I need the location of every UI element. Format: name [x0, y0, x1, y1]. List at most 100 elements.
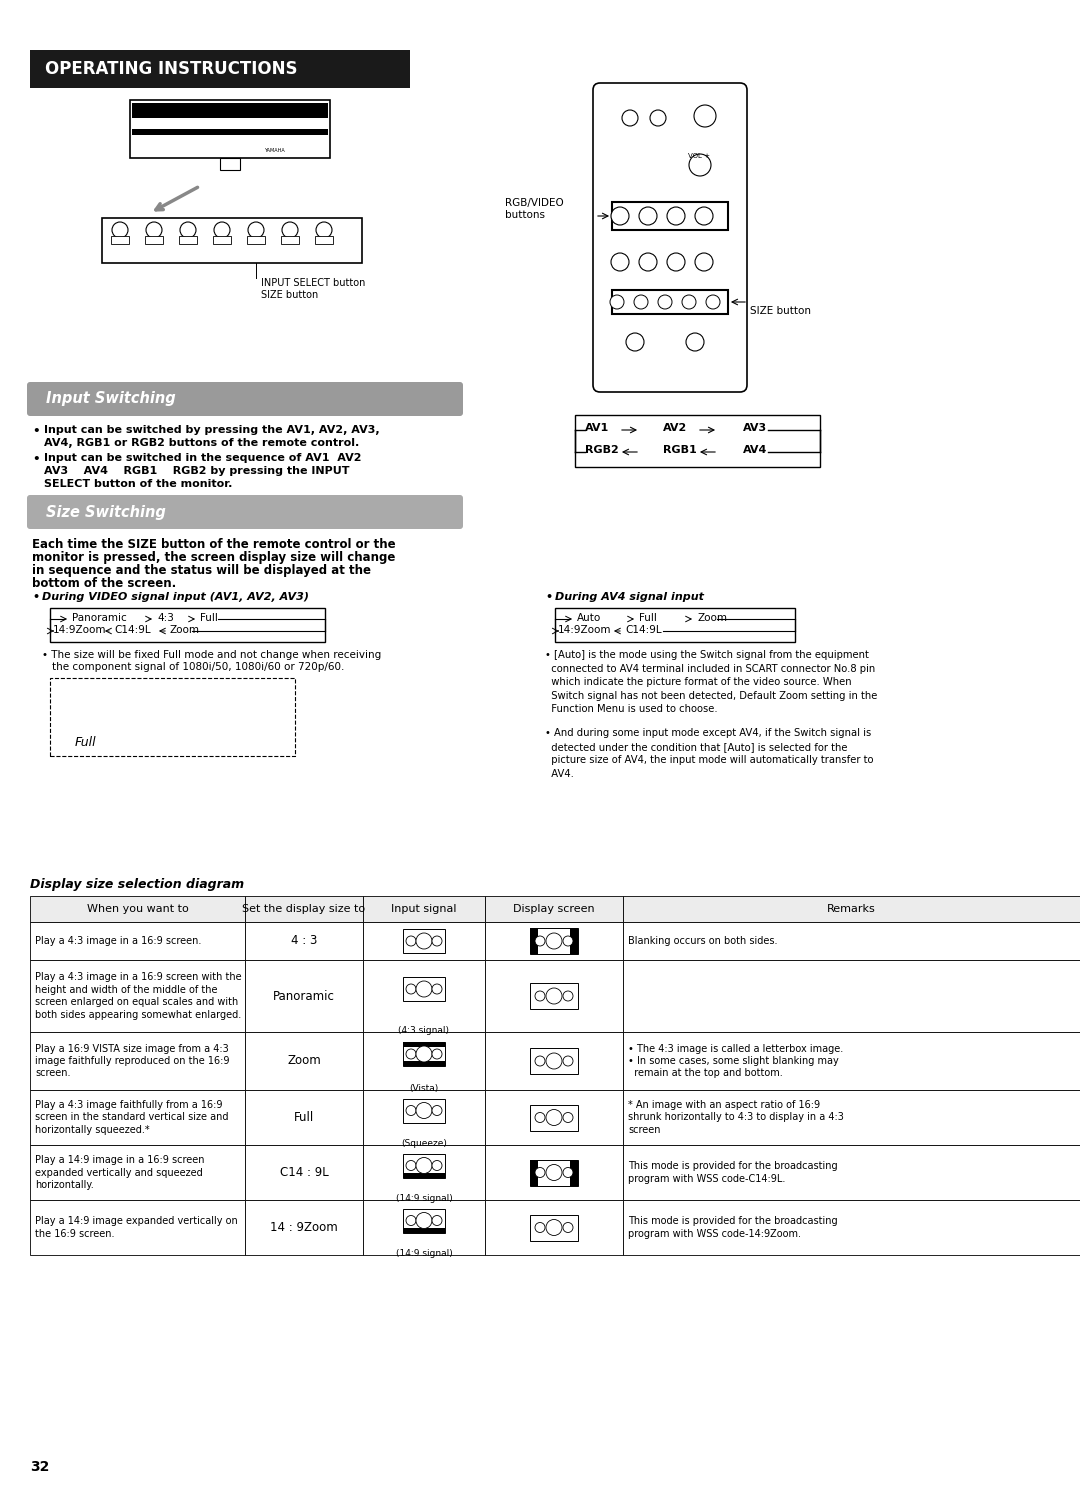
Circle shape — [546, 988, 562, 1004]
Bar — [612, 291, 728, 314]
Bar — [403, 1098, 445, 1122]
Bar — [220, 158, 240, 170]
Bar — [555, 608, 795, 642]
Circle shape — [696, 253, 713, 271]
Circle shape — [611, 207, 629, 225]
Bar — [30, 1091, 245, 1144]
Text: Remarks: Remarks — [827, 904, 876, 913]
Bar — [612, 203, 728, 229]
Circle shape — [180, 222, 195, 238]
Text: RGB2: RGB2 — [585, 446, 619, 454]
Text: Zoom: Zoom — [287, 1055, 321, 1067]
Circle shape — [546, 1165, 562, 1180]
Circle shape — [639, 207, 657, 225]
Text: Play a 14:9 image expanded vertically on
the 16:9 screen.: Play a 14:9 image expanded vertically on… — [35, 1216, 238, 1238]
Bar — [403, 1208, 445, 1232]
Text: monitor is pressed, the screen display size will change: monitor is pressed, the screen display s… — [32, 551, 395, 565]
Text: INPUT SELECT button: INPUT SELECT button — [261, 279, 365, 288]
Text: Full: Full — [294, 1112, 314, 1123]
Circle shape — [432, 1049, 442, 1059]
Text: 4:3: 4:3 — [157, 612, 174, 623]
Text: AV4, RGB1 or RGB2 buttons of the remote control.: AV4, RGB1 or RGB2 buttons of the remote … — [44, 438, 360, 448]
Text: OPERATING INSTRUCTIONS: OPERATING INSTRUCTIONS — [45, 60, 297, 77]
Bar — [485, 1033, 623, 1091]
Bar — [245, 922, 363, 960]
Text: (Squeeze): (Squeeze) — [401, 1138, 447, 1147]
Circle shape — [416, 1213, 432, 1228]
Bar — [30, 1199, 245, 1255]
Bar — [570, 928, 578, 954]
Text: 4 : 3: 4 : 3 — [291, 934, 318, 948]
Bar — [213, 235, 231, 244]
Bar — [245, 960, 363, 1033]
Circle shape — [611, 253, 629, 271]
Bar — [179, 235, 197, 244]
Circle shape — [546, 1053, 562, 1068]
Bar — [130, 100, 330, 158]
Bar — [245, 1033, 363, 1091]
Circle shape — [406, 983, 416, 994]
Circle shape — [432, 936, 442, 946]
Circle shape — [610, 295, 624, 308]
Text: buttons: buttons — [505, 210, 545, 221]
Circle shape — [282, 222, 298, 238]
Text: Full: Full — [639, 612, 657, 623]
Bar — [623, 960, 1080, 1033]
Text: Play a 4:3 image in a 16:9 screen.: Play a 4:3 image in a 16:9 screen. — [35, 936, 201, 946]
Bar — [132, 130, 328, 136]
Bar — [30, 922, 245, 960]
Circle shape — [689, 153, 711, 176]
Circle shape — [112, 222, 129, 238]
Circle shape — [406, 1106, 416, 1116]
Circle shape — [686, 332, 704, 352]
Bar — [530, 1159, 578, 1186]
Bar — [403, 977, 445, 1001]
Text: •: • — [32, 453, 40, 466]
Text: This mode is provided for the broadcasting
program with WSS code-C14:9L.: This mode is provided for the broadcasti… — [627, 1161, 838, 1183]
Bar — [245, 1144, 363, 1199]
Bar — [363, 1033, 485, 1091]
Text: Panoramic: Panoramic — [273, 989, 335, 1003]
Text: • [Auto] is the mode using the Switch signal from the equipment
  connected to A: • [Auto] is the mode using the Switch si… — [545, 650, 877, 714]
Circle shape — [432, 1216, 442, 1225]
Circle shape — [406, 1161, 416, 1171]
Text: Each time the SIZE button of the remote control or the: Each time the SIZE button of the remote … — [32, 538, 395, 551]
Bar — [485, 922, 623, 960]
Circle shape — [639, 253, 657, 271]
Circle shape — [706, 295, 720, 308]
Bar — [403, 1173, 445, 1177]
Circle shape — [563, 936, 573, 946]
Circle shape — [667, 253, 685, 271]
Bar — [30, 1033, 245, 1091]
Bar — [403, 1042, 445, 1047]
Text: • And during some input mode except AV4, if the Switch signal is
  detected unde: • And during some input mode except AV4,… — [545, 729, 874, 779]
Text: Set the display size to: Set the display size to — [242, 904, 365, 913]
Circle shape — [694, 104, 716, 127]
Circle shape — [626, 332, 644, 352]
Bar — [403, 1228, 445, 1232]
Text: Zoom: Zoom — [170, 624, 200, 635]
Circle shape — [248, 222, 264, 238]
Bar — [530, 1104, 578, 1131]
Bar — [247, 235, 265, 244]
Bar — [623, 1033, 1080, 1091]
Bar — [363, 1091, 485, 1144]
Circle shape — [416, 1103, 432, 1119]
Text: YAMAHA: YAMAHA — [264, 148, 284, 153]
Text: Display screen: Display screen — [513, 904, 595, 913]
Text: Blanking occurs on both sides.: Blanking occurs on both sides. — [627, 936, 778, 946]
Circle shape — [563, 1168, 573, 1177]
Circle shape — [416, 1158, 432, 1174]
Bar — [623, 922, 1080, 960]
Text: SELECT button of the monitor.: SELECT button of the monitor. — [44, 478, 232, 489]
Circle shape — [546, 1219, 562, 1235]
Bar — [50, 608, 325, 642]
Text: 14:9Zoom: 14:9Zoom — [53, 624, 107, 635]
Text: in sequence and the status will be displayed at the: in sequence and the status will be displ… — [32, 565, 372, 577]
Text: C14 : 9L: C14 : 9L — [280, 1167, 328, 1179]
Circle shape — [416, 933, 432, 949]
Bar — [245, 1091, 363, 1144]
Text: 14:9Zoom: 14:9Zoom — [558, 624, 611, 635]
Text: • The 4:3 image is called a letterbox image.
• In some cases, some slight blanki: • The 4:3 image is called a letterbox im… — [627, 1043, 843, 1079]
Text: Play a 4:3 image in a 16:9 screen with the
height and width of the middle of the: Play a 4:3 image in a 16:9 screen with t… — [35, 973, 242, 1019]
